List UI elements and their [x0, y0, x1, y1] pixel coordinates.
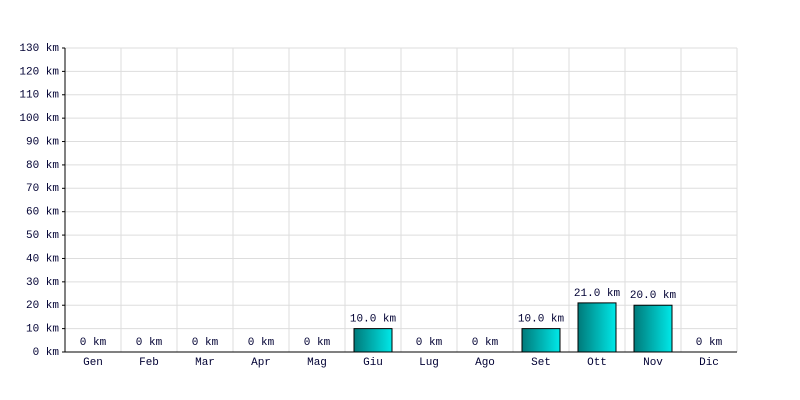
- bar: [633, 304, 673, 353]
- y-tick-label: 40 km: [26, 253, 59, 265]
- x-tick-label: Apr: [251, 357, 271, 369]
- y-tick-label: 60 km: [26, 207, 59, 219]
- value-label: 0 km: [80, 337, 107, 349]
- y-tick-label: 120 km: [19, 66, 59, 78]
- value-label: 20.0 km: [630, 290, 677, 302]
- x-tick-label: Nov: [643, 357, 663, 369]
- value-label: 0 km: [472, 337, 499, 349]
- value-label: 10.0 km: [350, 314, 397, 326]
- y-tick-label: 20 km: [26, 300, 59, 312]
- value-label: 0 km: [304, 337, 331, 349]
- x-tick-label: Ago: [475, 357, 495, 369]
- y-tick-label: 70 km: [26, 183, 59, 195]
- x-tick-label: Set: [531, 357, 551, 369]
- x-tick-label: Dic: [699, 357, 719, 369]
- value-label: 10.0 km: [518, 314, 565, 326]
- x-tick-label: Giu: [363, 357, 383, 369]
- y-tick-label: 80 km: [26, 160, 59, 172]
- value-label: 0 km: [416, 337, 443, 349]
- y-tick-label: 110 km: [19, 90, 59, 102]
- x-tick-label: Mar: [195, 357, 215, 369]
- value-label: 0 km: [696, 337, 723, 349]
- y-tick-label: 0 km: [33, 347, 60, 359]
- bar: [577, 302, 617, 353]
- x-tick-label: Feb: [139, 357, 159, 369]
- y-tick-label: 130 km: [19, 43, 59, 55]
- y-tick-label: 50 km: [26, 230, 59, 242]
- x-tick-label: Gen: [83, 357, 103, 369]
- value-label: 0 km: [136, 337, 163, 349]
- x-tick-label: Mag: [307, 357, 327, 369]
- value-label: 0 km: [248, 337, 275, 349]
- y-tick-label: 100 km: [19, 113, 59, 125]
- y-tick-label: 90 km: [26, 136, 59, 148]
- bar: [521, 328, 561, 353]
- value-label: 21.0 km: [574, 288, 621, 300]
- value-label: 0 km: [192, 337, 219, 349]
- y-tick-label: 10 km: [26, 324, 59, 336]
- y-tick-label: 30 km: [26, 277, 59, 289]
- bar: [353, 328, 393, 353]
- x-tick-label: Lug: [419, 357, 439, 369]
- x-tick-label: Ott: [587, 357, 607, 369]
